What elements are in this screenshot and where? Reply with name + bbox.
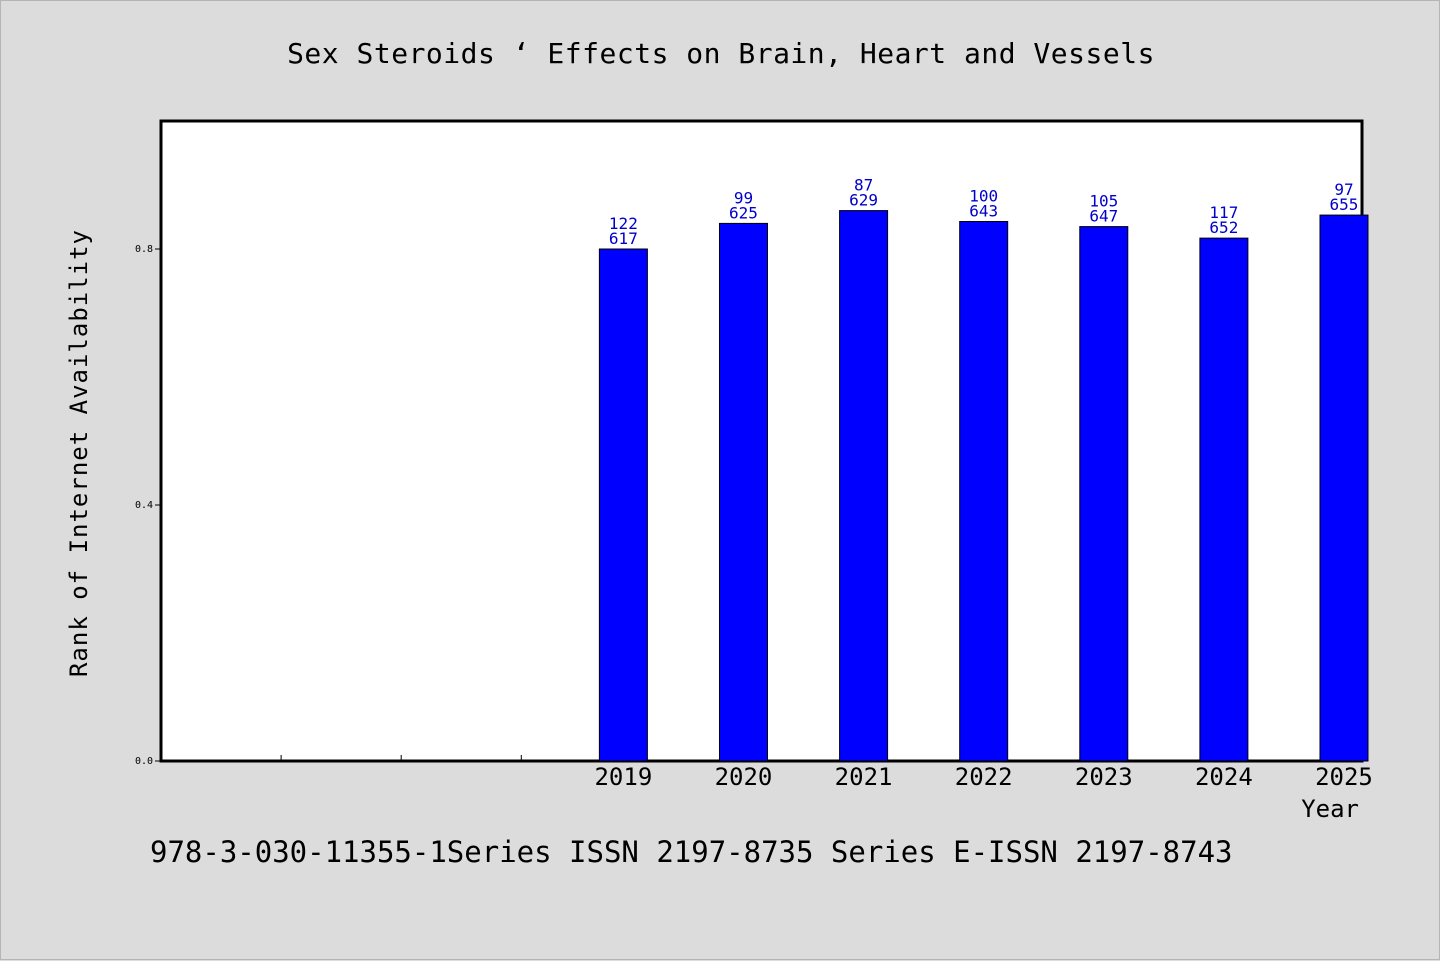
- data-label-top: 97: [1334, 180, 1353, 199]
- y-tick-label: 0.8: [135, 244, 153, 255]
- bar: [1079, 226, 1129, 762]
- bar: [959, 220, 1009, 762]
- x-tick-label: 2022: [955, 763, 1013, 791]
- x-tick-label: 2021: [835, 763, 893, 791]
- x-tick-label: 2023: [1075, 763, 1133, 791]
- footer-text: 978-3-030-11355-1Series ISSN 2197-8735 S…: [150, 835, 1233, 869]
- data-label-bottom: 625: [729, 203, 758, 222]
- bar: [718, 222, 768, 762]
- bar: [839, 210, 889, 762]
- data-label-bottom: 629: [849, 191, 878, 210]
- x-tick-label: 2024: [1195, 763, 1253, 791]
- data-label-top: 105: [1089, 192, 1118, 211]
- x-tick-label: 2020: [715, 763, 773, 791]
- bar: [1199, 237, 1249, 762]
- data-label-bottom: 647: [1089, 207, 1118, 226]
- data-label-bottom: 652: [1209, 218, 1238, 237]
- x-tick-label: 2019: [594, 763, 652, 791]
- x-tick-label: 2025: [1315, 763, 1373, 791]
- data-label-top: 87: [854, 176, 873, 195]
- data-label-top: 122: [609, 214, 638, 233]
- data-label-top: 100: [969, 186, 998, 205]
- data-label-bottom: 617: [609, 229, 638, 248]
- chart-title: Sex Steroids ‘ Effects on Brain, Heart a…: [287, 37, 1155, 70]
- data-label-top: 99: [734, 188, 753, 207]
- x-axis-label: Year: [1301, 795, 1359, 823]
- y-tick-label: 0.0: [135, 756, 153, 767]
- data-label-bottom: 655: [1330, 195, 1359, 214]
- y-tick-label: 0.4: [135, 500, 153, 511]
- data-label-top: 117: [1209, 203, 1238, 222]
- bar: [598, 248, 648, 762]
- bar: [1319, 214, 1369, 762]
- data-label-bottom: 643: [969, 201, 998, 220]
